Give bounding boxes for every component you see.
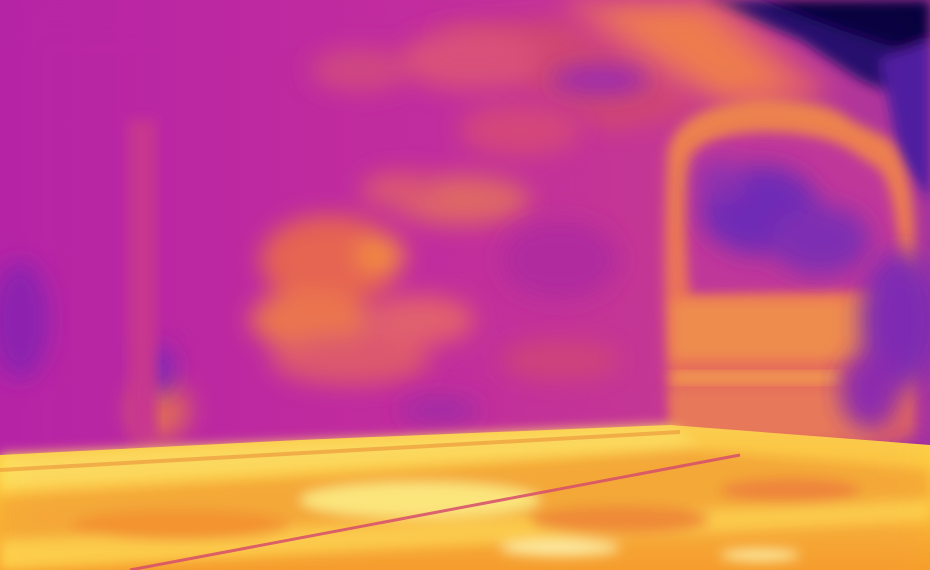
thermal-scene: [0, 0, 930, 570]
thermal-haze: [0, 0, 930, 570]
